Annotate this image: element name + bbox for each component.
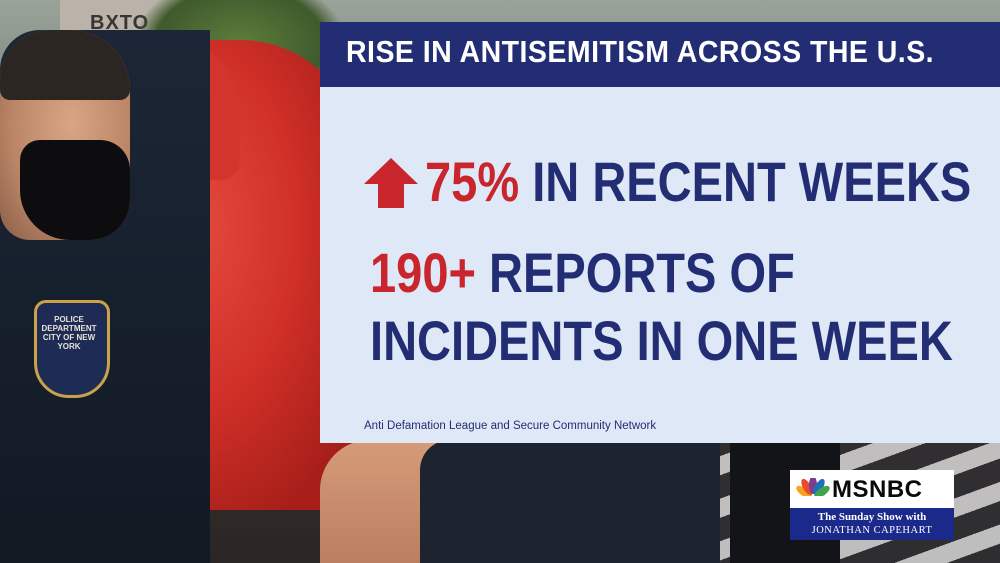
network-bug: MSNBC The Sunday Show with JONATHAN CAPE…	[790, 470, 954, 540]
dark-sleeve	[420, 440, 720, 563]
title-bar	[320, 22, 1000, 87]
peacock-icon	[796, 478, 830, 502]
stats-panel	[320, 87, 1000, 443]
show-banner: The Sunday Show with JONATHAN CAPEHART	[790, 508, 954, 540]
stat-reports-label-line1: REPORTS OF	[489, 241, 795, 304]
police-patch	[34, 300, 110, 398]
up-arrow-icon	[364, 158, 418, 208]
network-logo: MSNBC	[832, 476, 923, 503]
stat-reports: 190+ REPORTS OF	[370, 243, 795, 303]
source-credit: Anti Defamation League and Secure Commun…	[364, 420, 657, 432]
graphic-title: RISE IN ANTISEMITISM ACROSS THE U.S.	[346, 34, 935, 69]
show-title: The Sunday Show with	[817, 511, 927, 523]
network-logo-area: MSNBC	[790, 470, 954, 508]
stat-percent-label: IN RECENT WEEKS	[532, 150, 972, 213]
storefront-sign: BXTO	[90, 12, 150, 34]
police-patch-text: POLICE DEPARTMENT CITY OF NEW YORK	[41, 315, 97, 351]
show-host: JONATHAN CAPEHART	[811, 525, 933, 536]
stat-reports-label-line2: INCIDENTS IN ONE WEEK	[370, 309, 953, 372]
face-mask	[20, 140, 130, 240]
stat-reports-value: 190+	[370, 241, 476, 304]
stat-percent-value: 75%	[425, 150, 520, 213]
stat-recent-weeks: 75% IN RECENT WEEKS	[425, 152, 971, 212]
